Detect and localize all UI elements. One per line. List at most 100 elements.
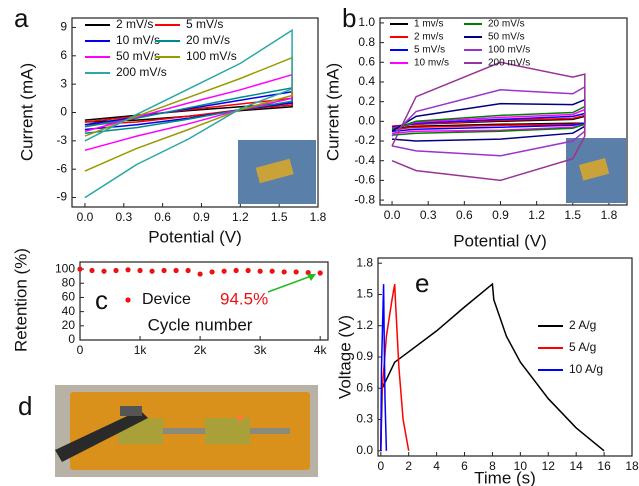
y-tick-label: -3 [56,133,67,147]
y-tick-label: 0.8 [358,35,375,49]
y-tick-label: -6 [56,161,67,175]
data-point [197,271,202,276]
panel-label: c [95,285,108,315]
y-tick-label: 0.2 [358,94,375,108]
x-tick-label: 1.8 [310,210,327,224]
y-tick-label: -0.6 [354,173,375,187]
x-tick-label: 0 [77,343,84,357]
data-point [246,268,251,273]
y-tick-label: 0.6 [358,54,375,68]
y-tick-label: 3 [60,76,67,90]
x-axis-label: Potential (V) [453,231,547,250]
data-point [294,269,299,274]
data-point [125,267,130,272]
y-tick-label: 60 [62,290,76,304]
data-point [89,268,94,273]
data-point [318,270,323,275]
legend-label: 100 mV/s [488,45,530,56]
legend-label: 100 mV/s [186,49,237,63]
x-tick-label: 12 [542,459,556,473]
photo-device [205,418,250,444]
x-axis-label: Potential (V) [148,227,242,246]
data-point [258,269,263,274]
y-tick-label: 0.0 [358,114,375,128]
x-tick-label: 0.9 [492,208,509,222]
panel-label: e [415,268,429,298]
data-point [185,268,190,273]
x-tick-label: 4k [314,343,328,357]
legend-marker [125,297,130,302]
x-tick-label: 1.8 [601,208,618,222]
x-tick-label: 4 [433,459,440,473]
y-tick-label: 0.0 [356,443,373,457]
legend-label: 10 mV/s [116,33,160,47]
legend-label: 5 A/g [569,340,596,354]
y-tick-label: -0.8 [354,192,375,206]
page: {"chart_data": [ {"type": "line", "panel… [0,0,639,486]
y-tick-label: 0 [68,332,75,346]
x-tick-label: 0.0 [77,210,94,224]
legend-label: 5 mV/s [186,17,223,31]
y-tick-label: 0 [60,105,67,119]
legend-label: 10 mv/s [414,58,449,69]
y-axis-label: Retention (%) [11,248,30,352]
y-tick-label: 0.9 [356,349,373,363]
y-axis-label: Voltage (V) [335,315,354,399]
x-tick-label: 0.3 [420,208,437,222]
y-tick-label: 0.4 [358,74,375,88]
x-tick-label: 0.6 [456,208,473,222]
data-point [173,268,178,273]
y-tick-label: 20 [62,318,76,332]
data-point [270,269,275,274]
legend-label: 5 mV/s [414,45,445,56]
x-tick-label: 0.9 [193,210,210,224]
x-tick-label: 0 [377,459,384,473]
x-tick-label: 1.2 [232,210,249,224]
legend-label: 10 A/g [569,362,603,376]
panel-label: d [18,391,32,421]
x-tick-label: 1.2 [528,208,545,222]
data-point [77,266,82,271]
y-tick-label: 1.0 [358,15,375,29]
y-tick-label: 100 [55,261,75,275]
legend-label: 50 mV/s [488,32,525,43]
legend-label: 2 A/g [569,318,596,332]
panel-label: b [342,3,356,33]
data-point [101,269,106,274]
x-tick-label: 0.6 [154,210,171,224]
figure: a0.00.30.60.91.21.51.8-9-6-30369Potentia… [0,0,639,486]
photo-clip-tip [120,406,142,416]
data-point [222,269,227,274]
legend-label: 200 mV/s [116,65,167,79]
y-tick-label: 40 [62,304,76,318]
annotation-arrow [268,275,314,292]
x-tick-label: 6 [461,459,468,473]
x-tick-label: 1.5 [564,208,581,222]
legend-label: 50 mV/s [116,49,160,63]
x-tick-label: 2 [405,459,412,473]
y-tick-label: 1.8 [356,255,373,269]
y-tick-label: 0.3 [356,412,373,426]
x-tick-label: 18 [625,459,639,473]
data-point [282,269,287,274]
data-point [137,268,142,273]
legend-label: 20 mV/s [488,19,525,30]
data-point [234,268,239,273]
annotation: 94.5% [220,289,268,308]
x-tick-label: 3k [254,343,268,357]
data-point [149,269,154,274]
panel-label: a [14,3,29,33]
x-tick-label: 1k [134,343,148,357]
x-axis-label: Time (s) [474,468,536,486]
data-point [113,268,118,273]
y-tick-label: -0.2 [354,133,375,147]
legend-label: 200 mV/s [488,58,530,69]
photo-led [237,415,243,421]
legend-label: 2 mV/s [116,17,153,31]
x-tick-label: 2k [194,343,208,357]
y-tick-label: 1.2 [356,318,373,332]
x-tick-label: 16 [597,459,611,473]
x-tick-label: 14 [569,459,583,473]
y-tick-label: 80 [62,275,76,289]
data-point [161,268,166,273]
